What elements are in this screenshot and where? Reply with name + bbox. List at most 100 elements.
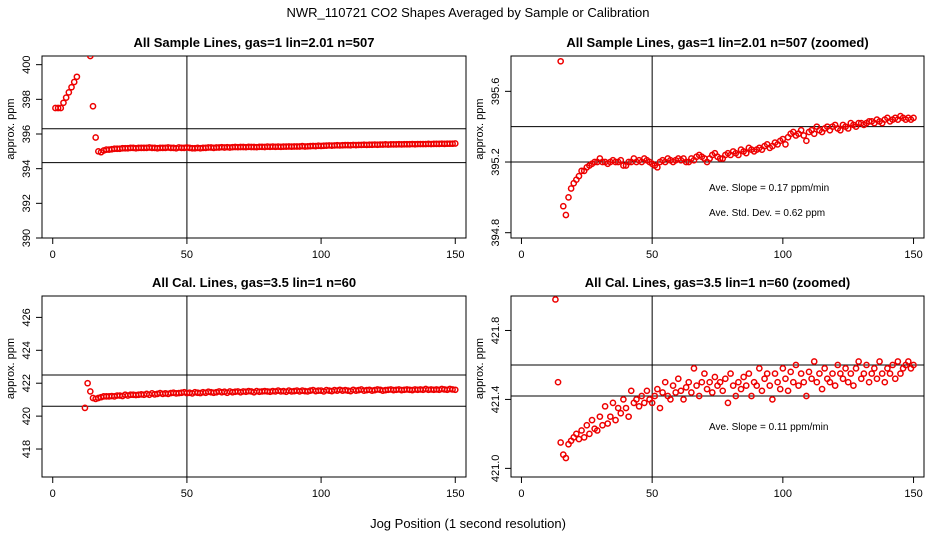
data-point [876, 358, 883, 365]
data-point [850, 382, 857, 389]
data-point [745, 370, 753, 377]
x-tick-label: 0 [50, 249, 56, 261]
y-tick-label: 394.8 [490, 219, 502, 247]
data-point [617, 156, 625, 164]
data-point [661, 378, 669, 386]
data-point [572, 430, 580, 438]
data-point [565, 194, 572, 201]
data-point [800, 132, 808, 139]
data-point [62, 94, 70, 101]
data-point [711, 373, 719, 381]
plot-frame [510, 295, 925, 478]
data-point [881, 378, 889, 386]
data-point [816, 370, 823, 377]
data-point [808, 375, 815, 383]
annotation-text: Ave. Slope = 0.11 ppm/min [709, 422, 828, 433]
data-point [703, 385, 711, 393]
data-point [868, 370, 876, 377]
data-point [748, 392, 755, 400]
data-point [677, 387, 685, 395]
data-point [557, 57, 565, 65]
data-point [451, 140, 459, 147]
annotation-text: Ave. Std. Dev. = 0.62 ppm [709, 208, 825, 219]
plot-frame [510, 55, 925, 239]
x-tick-label: 50 [646, 249, 658, 261]
data-point [609, 399, 617, 407]
data-point [829, 370, 836, 377]
data-point [654, 385, 661, 393]
y-tick-label: 395.6 [490, 78, 502, 106]
data-point [86, 388, 94, 395]
x-tick-label: 150 [904, 488, 922, 500]
data-point [884, 365, 891, 372]
panel-title: All Sample Lines, gas=1 lin=2.01 n=507 [134, 35, 375, 50]
data-point [721, 375, 729, 383]
y-tick-label: 418 [21, 440, 33, 458]
data-point [708, 389, 716, 396]
data-point [606, 413, 614, 421]
data-point [716, 378, 724, 386]
data-point [878, 370, 886, 377]
data-point [763, 370, 771, 377]
data-point [758, 387, 766, 395]
x-tick-label: 0 [518, 249, 524, 261]
data-point [766, 382, 774, 389]
data-point [70, 78, 78, 86]
data-point [735, 378, 742, 386]
x-tick-label: 100 [312, 249, 330, 261]
data-point [761, 375, 768, 383]
data-point [562, 454, 570, 462]
y-tick-label: 421.8 [490, 317, 502, 345]
data-point [698, 378, 706, 386]
data-point [837, 126, 844, 134]
data-point [860, 370, 868, 377]
data-point [742, 149, 750, 157]
data-point [81, 404, 89, 412]
x-tick-label: 50 [646, 488, 658, 500]
data-point [810, 358, 818, 365]
y-tick-label: 395.2 [490, 148, 502, 176]
data-point [612, 416, 619, 424]
data-point [729, 382, 737, 389]
data-point [826, 378, 834, 386]
data-point [73, 73, 81, 81]
data-points [552, 296, 917, 462]
data-point [855, 358, 863, 365]
data-point [774, 378, 781, 386]
data-point [578, 427, 585, 434]
data-point [870, 365, 878, 372]
data-point [834, 361, 842, 369]
data-point [706, 378, 714, 386]
data-point [693, 382, 700, 389]
data-point [891, 375, 899, 383]
chart-panel-3: All Cal. Lines, gas=3.5 lin=1 n=60 0 50 100… [5, 275, 467, 500]
chart-panel-2: All Sample Lines, gas=1 lin=2.01 n=507 (… [474, 35, 925, 261]
data-point [578, 167, 585, 175]
chart-panel-4: All Cal. Lines, gas=3.5 lin=1 n=60 (zoom… [474, 275, 925, 500]
data-point [800, 378, 808, 386]
data-point [575, 435, 583, 443]
data-point [719, 387, 727, 395]
data-point [844, 378, 852, 386]
data-point [622, 404, 630, 412]
data-point [740, 373, 747, 381]
data-point [586, 430, 593, 438]
y-tick-label: 394 [21, 159, 33, 177]
data-point [640, 399, 648, 407]
data-point [599, 421, 606, 429]
data-point [667, 396, 674, 403]
data-point [651, 392, 659, 400]
data-point [886, 370, 894, 377]
data-point [737, 385, 745, 393]
data-point [779, 365, 787, 372]
data-point [617, 409, 625, 417]
data-point [803, 392, 810, 400]
x-tick-label: 150 [904, 249, 922, 261]
chart-panel-1: All Sample Lines, gas=1 lin=2.01 n=507 0 5… [5, 35, 467, 261]
data-point [635, 402, 643, 410]
data-point [633, 396, 640, 403]
data-point [897, 370, 904, 377]
data-point [839, 375, 847, 383]
data-point [620, 162, 627, 169]
